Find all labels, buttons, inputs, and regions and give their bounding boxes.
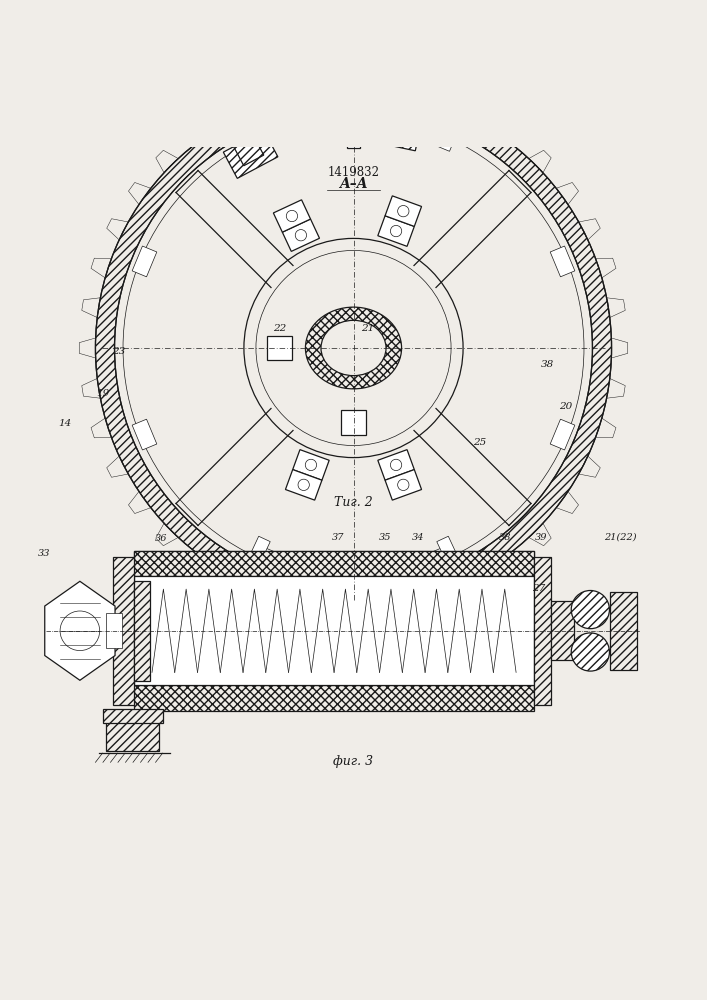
Bar bbox=[134, 551, 534, 576]
Polygon shape bbox=[425, 545, 455, 569]
Polygon shape bbox=[378, 450, 414, 480]
Bar bbox=[134, 581, 150, 681]
Text: 21: 21 bbox=[361, 324, 374, 333]
Text: 22: 22 bbox=[273, 324, 286, 333]
Polygon shape bbox=[282, 219, 320, 251]
Polygon shape bbox=[132, 246, 157, 277]
Bar bbox=[551, 601, 574, 660]
Text: 33: 33 bbox=[37, 549, 50, 558]
Text: 14: 14 bbox=[59, 419, 71, 428]
Text: 38: 38 bbox=[499, 533, 512, 542]
Text: 20: 20 bbox=[559, 402, 572, 411]
Text: 36: 36 bbox=[155, 534, 168, 543]
Text: A–A: A–A bbox=[339, 177, 368, 191]
Text: 19: 19 bbox=[96, 389, 109, 398]
Text: 21(22): 21(22) bbox=[604, 533, 637, 542]
Ellipse shape bbox=[321, 320, 386, 376]
Polygon shape bbox=[385, 196, 421, 226]
Text: фиг. 3: фиг. 3 bbox=[334, 755, 373, 768]
Polygon shape bbox=[550, 419, 575, 450]
Polygon shape bbox=[267, 336, 292, 360]
Polygon shape bbox=[252, 127, 282, 151]
Polygon shape bbox=[226, 121, 264, 166]
Bar bbox=[134, 551, 534, 576]
Polygon shape bbox=[223, 131, 278, 178]
Circle shape bbox=[571, 633, 609, 671]
Ellipse shape bbox=[305, 307, 402, 389]
Polygon shape bbox=[293, 450, 329, 480]
Polygon shape bbox=[45, 581, 115, 680]
Polygon shape bbox=[247, 536, 270, 567]
Text: 35: 35 bbox=[379, 533, 392, 542]
Text: 1419832: 1419832 bbox=[327, 166, 380, 179]
Polygon shape bbox=[550, 246, 575, 277]
Bar bbox=[103, 709, 163, 723]
Bar bbox=[134, 576, 534, 685]
Polygon shape bbox=[425, 127, 455, 151]
Polygon shape bbox=[341, 410, 366, 435]
Polygon shape bbox=[437, 536, 460, 567]
Polygon shape bbox=[286, 470, 322, 500]
Polygon shape bbox=[385, 470, 421, 500]
Polygon shape bbox=[347, 109, 360, 148]
Text: 39: 39 bbox=[534, 533, 547, 542]
Bar bbox=[134, 660, 534, 685]
Text: 37: 37 bbox=[332, 533, 344, 542]
Text: 34: 34 bbox=[412, 533, 425, 542]
Text: Τиг. 2: Τиг. 2 bbox=[334, 496, 373, 509]
Bar bbox=[134, 685, 534, 711]
Bar bbox=[106, 719, 159, 751]
Bar bbox=[610, 592, 637, 670]
Polygon shape bbox=[252, 545, 282, 569]
Text: 23: 23 bbox=[112, 347, 125, 356]
Text: 38: 38 bbox=[542, 360, 554, 369]
Polygon shape bbox=[378, 216, 414, 246]
Polygon shape bbox=[132, 419, 157, 450]
Circle shape bbox=[571, 590, 609, 629]
Bar bbox=[534, 557, 551, 705]
Polygon shape bbox=[378, 116, 421, 151]
Polygon shape bbox=[274, 200, 310, 232]
Bar bbox=[113, 557, 134, 705]
Text: 27: 27 bbox=[532, 584, 545, 593]
Text: 25: 25 bbox=[473, 438, 486, 447]
Bar bbox=[106, 613, 122, 648]
